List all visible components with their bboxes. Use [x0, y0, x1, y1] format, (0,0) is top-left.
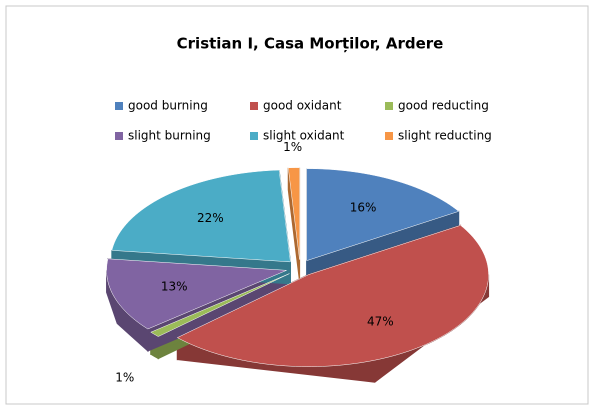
- data-label: 22%: [197, 211, 224, 225]
- data-label: 47%: [367, 314, 394, 328]
- chart-title: Cristian I, Casa Morților, Ardere: [177, 35, 444, 53]
- legend-swatch: [115, 132, 123, 140]
- slice: [150, 273, 290, 337]
- data-label: 1%: [283, 140, 302, 154]
- slice: [306, 168, 460, 261]
- legend-label: good burning: [128, 99, 208, 113]
- legend-label: slight reducting: [398, 129, 492, 143]
- slice: [287, 167, 300, 260]
- legend-swatch: [115, 102, 123, 110]
- slice: [106, 258, 287, 330]
- slice: [111, 169, 291, 263]
- data-label: 16%: [350, 201, 377, 215]
- slice: [176, 225, 489, 367]
- legend-swatch: [385, 102, 393, 110]
- data-label: 1%: [115, 370, 134, 384]
- legend-label: slight oxidant: [263, 129, 345, 143]
- legend-label: good reducting: [398, 99, 489, 113]
- legend-swatch: [385, 132, 393, 140]
- legend-label: slight burning: [128, 129, 211, 143]
- legend-swatch: [250, 102, 258, 110]
- legend-swatch: [250, 132, 258, 140]
- data-label: 13%: [161, 280, 188, 294]
- legend-label: good oxidant: [263, 99, 342, 113]
